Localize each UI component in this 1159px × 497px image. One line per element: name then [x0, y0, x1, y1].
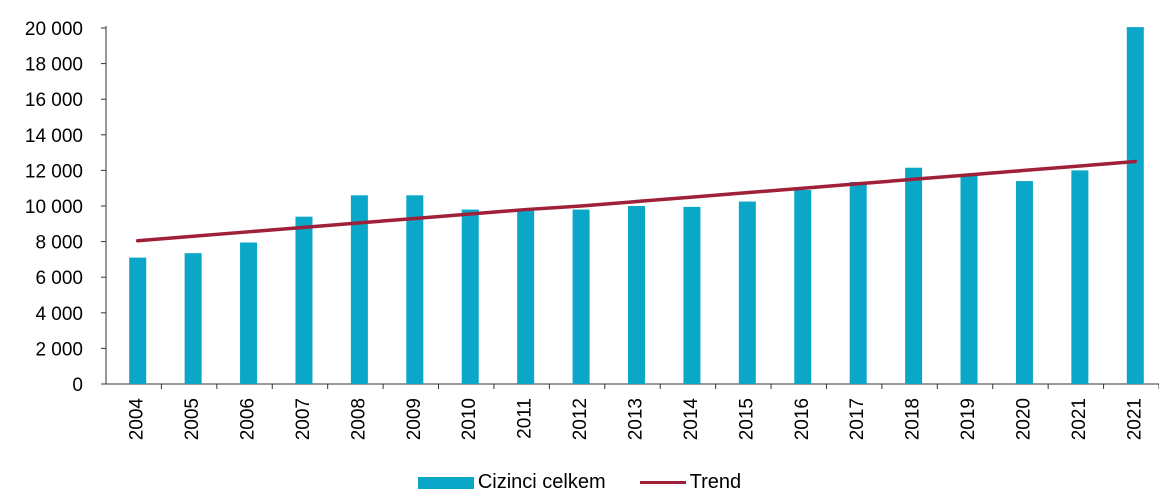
- x-tick-label: 2021: [1124, 398, 1145, 440]
- bar: [905, 167, 923, 384]
- y-tick-label: 2 000: [35, 339, 83, 360]
- x-tick-label: 2011: [515, 398, 536, 439]
- x-axis: 2004 2005 2006 2007 2008 2009 2010 2011 2012 2013…: [106, 383, 1159, 441]
- y-tick-label: 18 000: [25, 55, 83, 76]
- bar: [129, 257, 147, 384]
- legend-label-trend: Trend: [689, 471, 742, 493]
- x-tick-label: 2010: [459, 398, 480, 440]
- legend-item-bars: Cizinci celkem: [417, 471, 606, 494]
- legend-swatch-line: [639, 481, 686, 484]
- legend-label-bars: Cizinci celkem: [477, 471, 606, 493]
- x-tick-label: 2016: [792, 398, 813, 440]
- x-tick-label: 2020: [1013, 398, 1034, 440]
- x-tick-label: 2009: [404, 398, 425, 440]
- bar: [406, 195, 424, 384]
- y-tick-label: 6 000: [35, 268, 83, 289]
- bar: [628, 206, 645, 384]
- x-tick-label: 2007: [293, 398, 314, 440]
- x-tick-label: 2017: [847, 398, 868, 440]
- y-tick-label: 14 000: [25, 126, 83, 147]
- y-tick-label: 12 000: [25, 161, 83, 182]
- bar: [1015, 181, 1033, 384]
- trend-line: [135, 159, 1138, 243]
- legend: Cizinci celkem Trend: [0, 468, 1159, 497]
- x-tick-label: 2019: [958, 398, 979, 440]
- x-tick-label: 2013: [626, 398, 647, 440]
- bar-series: [129, 27, 1144, 385]
- y-tick-label: 10 000: [25, 197, 83, 218]
- x-tick-label: 2015: [736, 398, 757, 440]
- y-tick-label: 0: [72, 375, 83, 396]
- bar: [295, 216, 313, 384]
- x-tick-label: 2021: [1069, 398, 1090, 440]
- bar: [794, 189, 812, 384]
- bar: [572, 209, 590, 384]
- legend-swatch-bar: [417, 476, 474, 489]
- x-tick-label: 2008: [348, 398, 369, 440]
- bar: [1126, 27, 1144, 385]
- x-tick-label: 2012: [570, 398, 591, 440]
- bar: [1071, 170, 1089, 384]
- y-tick-label: 20 000: [25, 19, 83, 40]
- bar: [517, 210, 535, 384]
- x-tick-label: 2014: [681, 398, 702, 441]
- y-tick-label: 4 000: [35, 304, 83, 325]
- bar: [960, 174, 978, 384]
- legend-item-trend: Trend: [639, 471, 742, 494]
- x-tick-label: 2006: [238, 398, 259, 440]
- bar: [184, 253, 202, 384]
- x-tick-label: 2005: [182, 398, 203, 440]
- x-tick-label: 2018: [903, 398, 924, 440]
- bar: [738, 201, 756, 384]
- bar: [350, 195, 368, 384]
- bar: [683, 206, 701, 384]
- x-tick-label: 2004: [127, 398, 148, 441]
- bar: [240, 242, 258, 384]
- bar: [461, 209, 479, 384]
- bar: [849, 181, 867, 384]
- y-tick-label: 8 000: [35, 233, 83, 254]
- trend-series: [135, 159, 1138, 243]
- y-tick-label: 16 000: [25, 90, 83, 111]
- y-axis: 0 2 000 4 000 6 000 8 000 10 000 12 000 14 000 1…: [25, 19, 107, 396]
